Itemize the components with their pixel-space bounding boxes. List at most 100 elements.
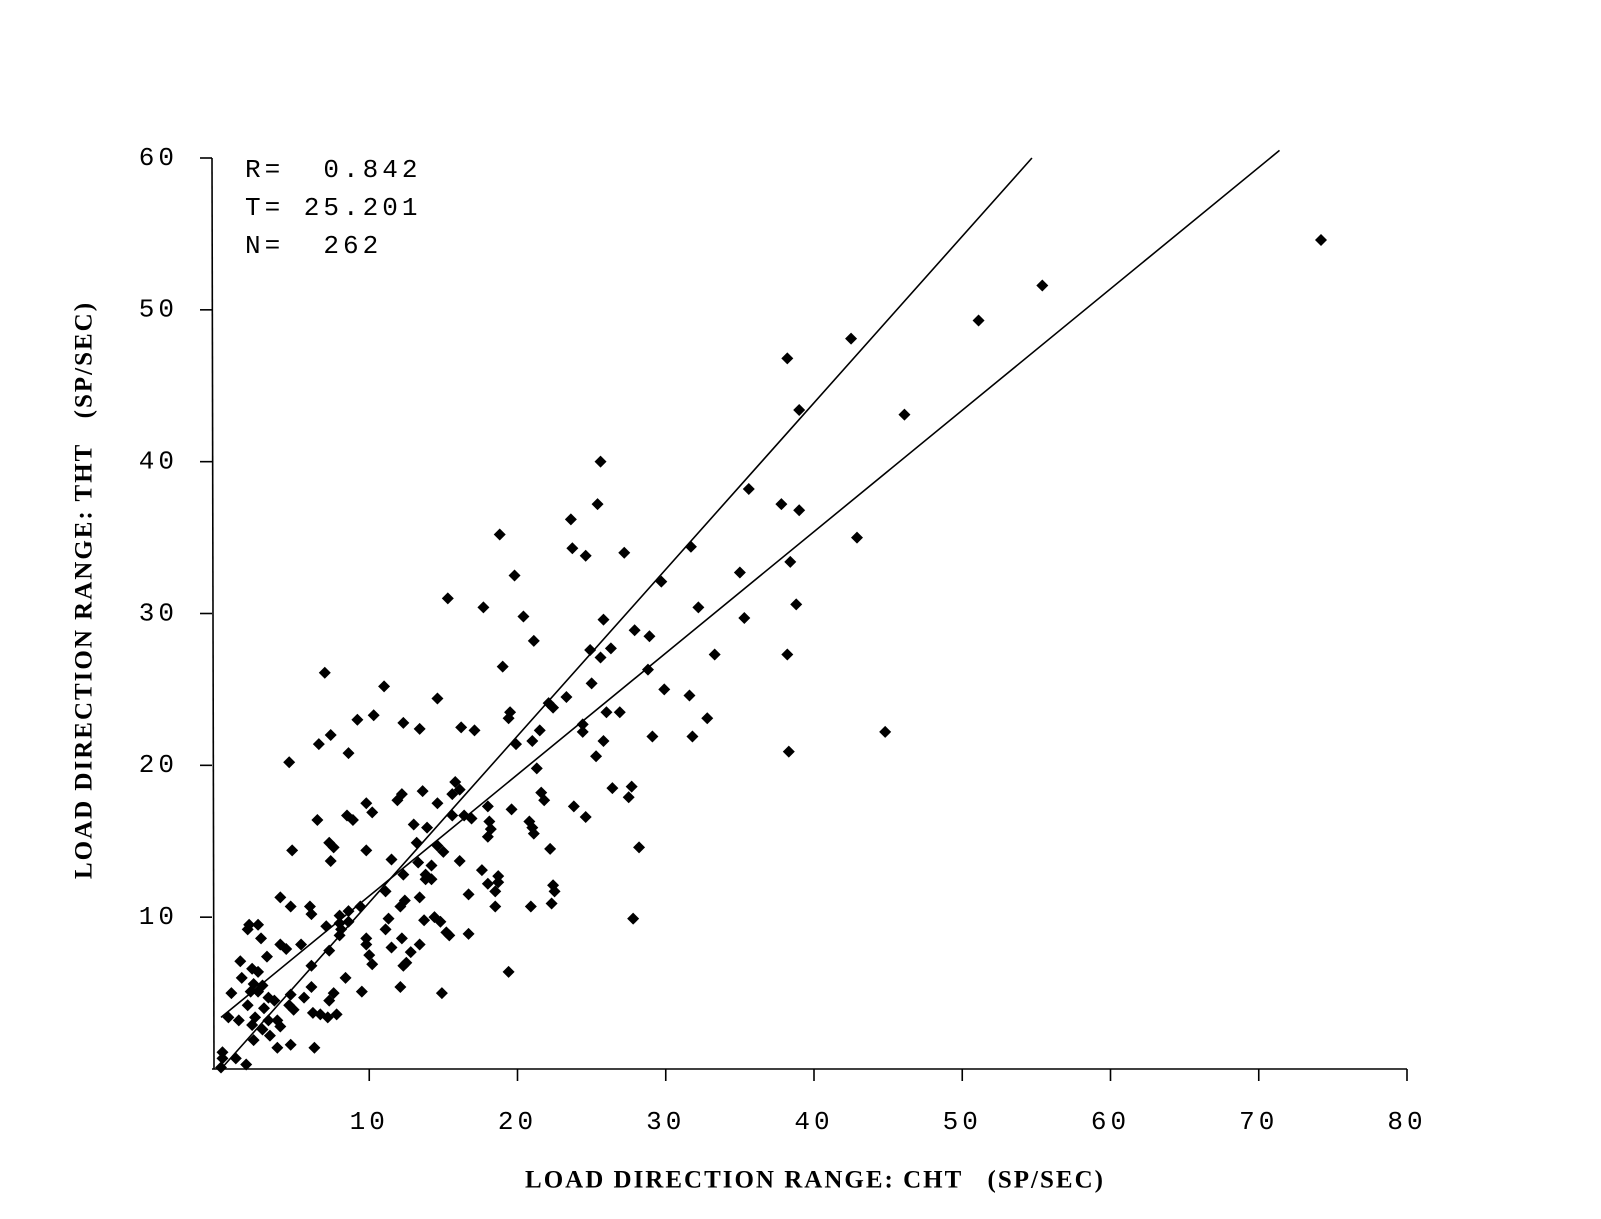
point xyxy=(597,613,610,626)
point xyxy=(641,663,654,676)
point xyxy=(385,853,398,866)
point xyxy=(333,929,346,942)
point xyxy=(658,683,671,696)
point xyxy=(366,806,379,819)
point xyxy=(510,738,523,751)
point xyxy=(346,813,359,826)
point xyxy=(312,738,325,751)
point xyxy=(397,868,410,881)
point xyxy=(324,728,337,741)
point xyxy=(305,959,318,972)
y-tick-label: 60 xyxy=(139,143,178,173)
point xyxy=(378,680,391,693)
point xyxy=(425,873,438,886)
x-tick-label: 60 xyxy=(1091,1107,1130,1137)
x-tick-label: 50 xyxy=(943,1107,982,1137)
point xyxy=(475,864,488,877)
point xyxy=(413,722,426,735)
point xyxy=(898,408,911,421)
point xyxy=(367,709,380,722)
point xyxy=(655,575,668,588)
point xyxy=(526,735,539,748)
point xyxy=(400,956,413,969)
point xyxy=(418,914,431,927)
point xyxy=(323,944,336,957)
point xyxy=(443,929,456,942)
point xyxy=(446,809,459,822)
point xyxy=(594,651,607,664)
point xyxy=(733,566,746,579)
point xyxy=(437,845,450,858)
point xyxy=(320,920,333,933)
point xyxy=(579,549,592,562)
point xyxy=(879,725,892,738)
point xyxy=(782,745,795,758)
point xyxy=(684,540,697,553)
y-tick-label: 20 xyxy=(139,750,178,780)
point xyxy=(216,1046,229,1059)
point xyxy=(625,780,638,793)
point xyxy=(793,504,806,517)
point xyxy=(252,985,265,998)
point xyxy=(305,908,318,921)
point xyxy=(492,870,505,883)
point xyxy=(271,1041,284,1054)
point xyxy=(323,994,336,1007)
point xyxy=(298,991,311,1004)
point xyxy=(481,800,494,813)
point xyxy=(496,660,509,673)
point xyxy=(850,531,863,544)
point xyxy=(342,747,355,760)
point xyxy=(502,712,515,725)
point xyxy=(547,701,560,714)
point xyxy=(646,730,659,743)
point xyxy=(775,498,788,511)
point xyxy=(618,546,631,559)
annotation: T= 25.201 xyxy=(245,193,421,223)
point xyxy=(394,981,407,994)
point xyxy=(360,938,373,951)
point xyxy=(412,856,425,869)
point xyxy=(468,724,481,737)
point xyxy=(327,987,340,1000)
point xyxy=(606,782,619,795)
point xyxy=(252,965,265,978)
point xyxy=(972,314,985,327)
point xyxy=(564,513,577,526)
point xyxy=(594,455,607,468)
point xyxy=(241,923,254,936)
point xyxy=(421,821,434,834)
point xyxy=(394,900,407,913)
point xyxy=(576,718,589,731)
point xyxy=(613,706,626,719)
y-tick-label: 30 xyxy=(139,598,178,628)
point xyxy=(790,598,803,611)
point xyxy=(517,610,530,623)
point xyxy=(434,915,447,928)
point xyxy=(284,1038,297,1051)
point xyxy=(255,932,268,945)
point xyxy=(622,791,635,804)
point xyxy=(527,634,540,647)
point xyxy=(462,927,475,940)
point xyxy=(845,332,858,345)
point xyxy=(318,666,331,679)
point xyxy=(366,958,379,971)
point xyxy=(566,542,579,555)
point xyxy=(303,900,316,913)
point xyxy=(327,841,340,854)
point xyxy=(397,716,410,729)
point xyxy=(241,999,254,1012)
point xyxy=(407,818,420,831)
point xyxy=(483,815,496,828)
point xyxy=(257,1002,270,1015)
point xyxy=(252,918,265,931)
point xyxy=(330,1008,343,1021)
point xyxy=(360,844,373,857)
point xyxy=(781,648,794,661)
point xyxy=(538,794,551,807)
point xyxy=(286,844,299,857)
point xyxy=(742,482,755,495)
point xyxy=(360,797,373,810)
